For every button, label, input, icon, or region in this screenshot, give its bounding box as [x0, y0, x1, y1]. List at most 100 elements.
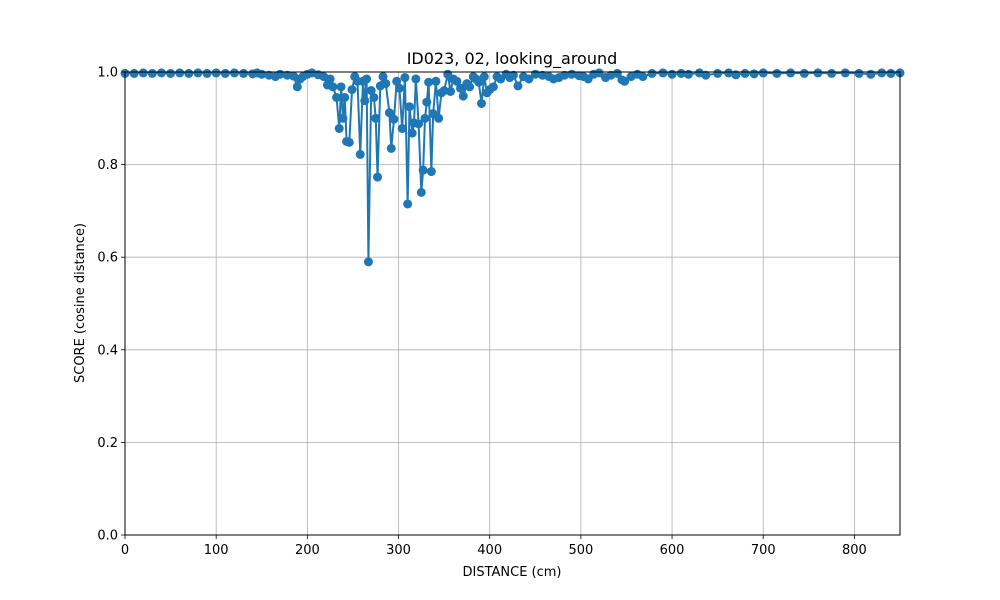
data-point — [411, 74, 421, 84]
data-point — [513, 81, 523, 91]
data-point — [340, 92, 350, 102]
data-point — [362, 74, 372, 84]
data-point — [138, 68, 148, 78]
data-point — [740, 68, 750, 78]
data-point — [424, 77, 434, 87]
plot-frame — [124, 71, 901, 536]
x-tick-label: 200 — [295, 543, 320, 558]
data-point — [394, 83, 404, 93]
data-point — [229, 68, 239, 78]
data-point — [886, 68, 896, 78]
data-point — [458, 91, 468, 101]
data-point — [239, 68, 249, 78]
data-point — [638, 72, 648, 82]
x-axis-label: DISTANCE (cm) — [462, 565, 561, 580]
data-point — [336, 82, 346, 92]
data-point — [366, 86, 376, 96]
data-point — [772, 68, 782, 78]
data-point — [360, 96, 370, 106]
data-point — [332, 92, 342, 102]
data-point — [175, 68, 185, 78]
data-point — [220, 68, 230, 78]
data-point — [452, 76, 462, 86]
data-point — [392, 76, 402, 86]
data-point — [456, 83, 466, 93]
data-point — [363, 257, 373, 267]
data-point — [397, 123, 407, 133]
data-point — [524, 74, 534, 84]
data-point — [418, 165, 428, 175]
data-point — [854, 68, 864, 78]
data-point — [334, 123, 344, 133]
x-tick-label: 600 — [660, 543, 685, 558]
data-point — [422, 97, 432, 107]
data-point — [465, 82, 475, 92]
y-tick-label: 1.0 — [97, 66, 118, 81]
data-point — [211, 68, 221, 78]
x-tick-label: 700 — [751, 543, 776, 558]
data-point — [446, 86, 455, 96]
data-point — [731, 70, 741, 80]
data-point — [193, 68, 203, 78]
x-tick-label: 300 — [386, 543, 411, 558]
data-point — [488, 82, 498, 92]
data-point — [647, 68, 657, 78]
y-tick-label: 0.2 — [97, 436, 118, 451]
data-point — [202, 68, 212, 78]
x-tick-label: 100 — [204, 543, 229, 558]
data-point — [147, 68, 157, 78]
data-point — [877, 68, 887, 78]
data-point — [508, 70, 518, 80]
data-point — [369, 92, 379, 102]
data-point — [403, 199, 413, 209]
data-point — [474, 77, 484, 87]
y-tick-label: 0.8 — [97, 158, 118, 173]
data-point — [404, 102, 414, 112]
data-point — [612, 68, 622, 78]
axis-ticks: 0 100 200 300 400 500 600 700 800 0.0 0.2 0.4 0.6 0.8… — [97, 66, 867, 559]
data-point — [559, 70, 569, 80]
data-point — [713, 68, 723, 78]
y-axis-label: SCORE (cosine distance) — [73, 223, 88, 383]
data-point — [389, 114, 399, 124]
data-point — [129, 68, 139, 78]
data-point — [338, 113, 348, 123]
data-point — [840, 68, 850, 78]
data-point — [373, 172, 383, 182]
data-point — [328, 82, 338, 92]
data-point — [658, 68, 668, 78]
data-point — [381, 79, 391, 89]
data-point — [156, 68, 166, 78]
data-point — [378, 72, 388, 82]
data-point — [676, 68, 686, 78]
data-point — [827, 68, 837, 78]
x-tick-label: 400 — [477, 543, 502, 558]
data-point — [184, 68, 194, 78]
data-point — [813, 68, 823, 78]
data-point — [355, 149, 365, 159]
data-point — [866, 69, 876, 79]
data-point — [386, 143, 396, 153]
data-point — [758, 68, 768, 78]
data-point — [667, 69, 677, 79]
data-point — [400, 73, 410, 83]
data-point — [344, 137, 354, 147]
data-point — [426, 167, 436, 177]
data-point — [347, 85, 357, 95]
data-point — [325, 74, 335, 84]
data-point — [701, 70, 711, 80]
data-point — [166, 68, 176, 78]
data-point — [683, 69, 693, 79]
data-point — [434, 113, 444, 123]
y-tick-label: 0.6 — [97, 251, 118, 266]
data-point — [786, 68, 796, 78]
data-point — [371, 113, 381, 123]
x-tick-label: 500 — [568, 543, 593, 558]
y-tick-label: 0.4 — [97, 343, 118, 358]
data-point — [292, 82, 302, 92]
data-point — [416, 187, 426, 197]
data-point — [724, 68, 734, 78]
data-point — [414, 119, 424, 129]
